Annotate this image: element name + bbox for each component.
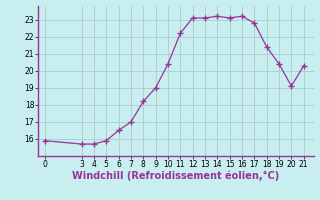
X-axis label: Windchill (Refroidissement éolien,°C): Windchill (Refroidissement éolien,°C) bbox=[72, 171, 280, 181]
